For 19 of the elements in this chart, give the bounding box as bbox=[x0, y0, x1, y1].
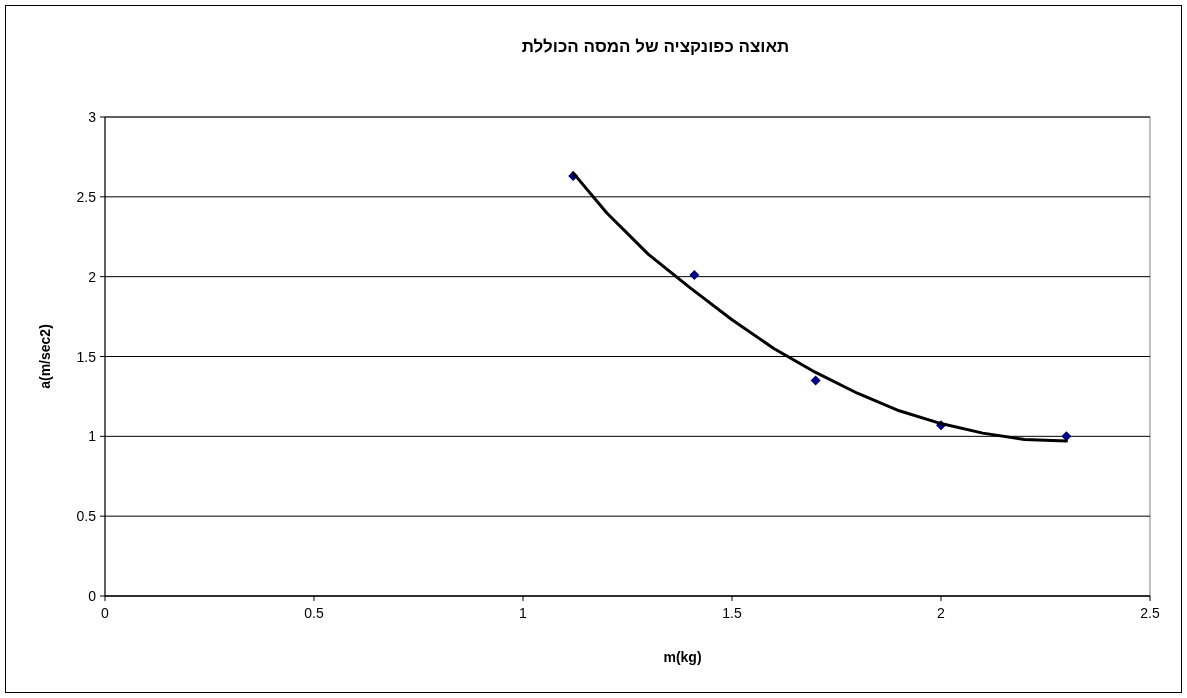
chart-title: תאוצה כפונקציה של המסה הכוללת bbox=[521, 37, 790, 56]
point bbox=[689, 270, 700, 281]
y-tick-label: 0 bbox=[88, 588, 97, 604]
x-tick-label: 2 bbox=[937, 605, 946, 621]
y-tick-label: 3 bbox=[88, 109, 97, 125]
x-axis-title: m(kg) bbox=[663, 649, 702, 665]
point bbox=[1061, 431, 1072, 442]
y-tick-label: 0.5 bbox=[76, 508, 97, 525]
x-tick-label: 0.5 bbox=[304, 605, 324, 621]
y-tick-label: 2 bbox=[88, 268, 97, 285]
y-tick-label: 2.5 bbox=[76, 188, 97, 205]
x-tick-label: 2.5 bbox=[1140, 605, 1160, 621]
x-tick-label: 0 bbox=[101, 605, 110, 621]
x-tick-label: 1 bbox=[519, 605, 528, 621]
point bbox=[810, 375, 821, 386]
y-axis-title: a(m/sec2) bbox=[37, 324, 53, 389]
x-tick-label: 1.5 bbox=[722, 605, 742, 621]
y-tick-label: 1 bbox=[88, 428, 97, 445]
y-tick-label: 1.5 bbox=[76, 348, 97, 365]
